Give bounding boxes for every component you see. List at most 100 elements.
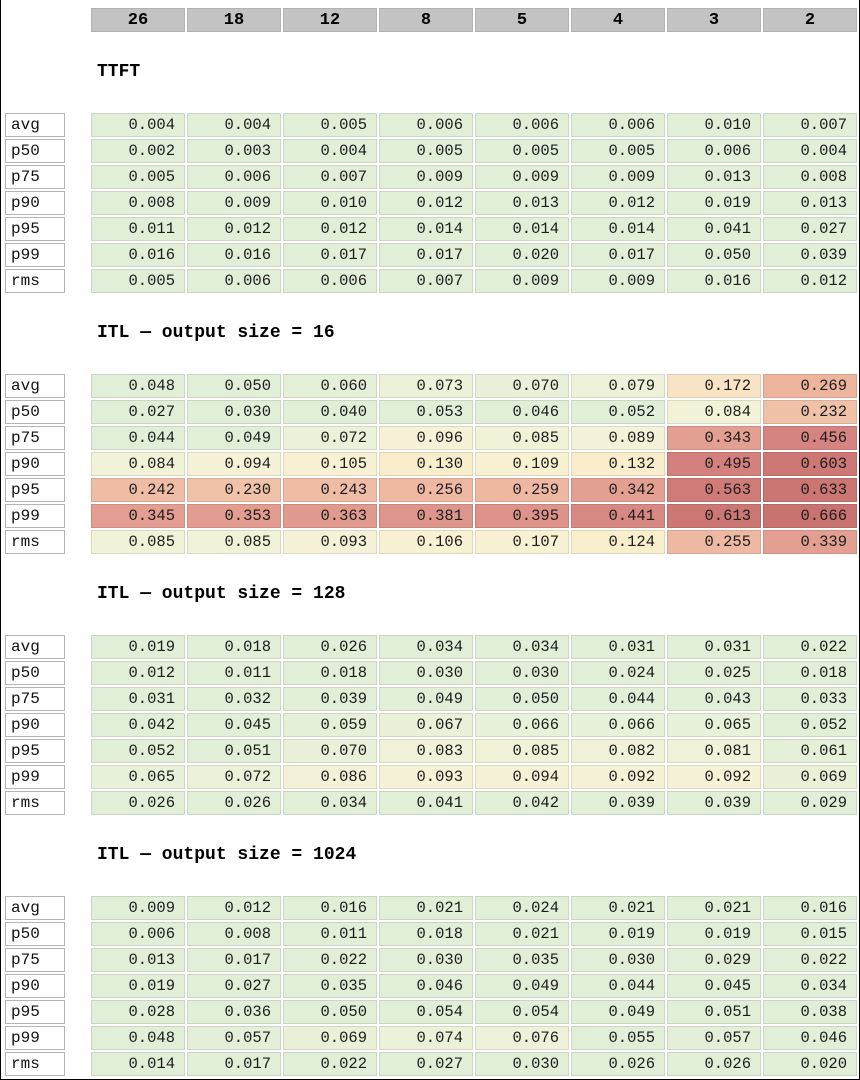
- heat-cell-p75-col3: 0.343: [667, 426, 761, 450]
- row-label-p50: p50: [5, 661, 65, 685]
- heat-cell-p90-col12: 0.035: [283, 974, 377, 998]
- heat-cell-rms-col4: 0.039: [571, 791, 665, 815]
- heat-cell-avg-col18: 0.018: [187, 635, 281, 659]
- header-label-spacer: [5, 8, 65, 32]
- heat-cell-p50-col4: 0.005: [571, 139, 665, 163]
- heat-cell-p50-col5: 0.021: [475, 922, 569, 946]
- heat-cell-p50-col12: 0.004: [283, 139, 377, 163]
- heat-cell-p90-col8: 0.012: [379, 191, 473, 215]
- column-header-5: 5: [475, 8, 569, 32]
- heat-cell-p90-col5: 0.049: [475, 974, 569, 998]
- row-gap-spacer: [67, 1052, 89, 1076]
- heat-cell-p75-col2: 0.022: [763, 948, 857, 972]
- heat-cell-p99-col18: 0.016: [187, 243, 281, 267]
- heat-cell-p50-col18: 0.011: [187, 661, 281, 685]
- row-label-p95: p95: [5, 478, 65, 502]
- table-title-0: TTFT: [97, 62, 141, 82]
- row-label-p75: p75: [5, 948, 65, 972]
- heat-cell-avg-col18: 0.004: [187, 113, 281, 137]
- heat-cell-p95-col2: 0.027: [763, 217, 857, 241]
- row-gap-spacer: [67, 765, 89, 789]
- heat-cell-avg-col3: 0.010: [667, 113, 761, 137]
- heat-cell-p99-col26: 0.016: [91, 243, 185, 267]
- row-gap-spacer: [67, 374, 89, 398]
- row-label-p95: p95: [5, 1000, 65, 1024]
- heat-cell-avg-col3: 0.172: [667, 374, 761, 398]
- heat-cell-p90-col26: 0.042: [91, 713, 185, 737]
- heat-cell-avg-col2: 0.269: [763, 374, 857, 398]
- heat-cell-avg-col12: 0.005: [283, 113, 377, 137]
- column-header-18: 18: [187, 8, 281, 32]
- heat-cell-p95-col3: 0.081: [667, 739, 761, 763]
- heat-cell-avg-col26: 0.019: [91, 635, 185, 659]
- heat-cell-rms-col4: 0.009: [571, 269, 665, 293]
- heat-cell-rms-col5: 0.009: [475, 269, 569, 293]
- row-label-rms: rms: [5, 1052, 65, 1076]
- heat-cell-rms-col18: 0.006: [187, 269, 281, 293]
- heat-cell-p75-col4: 0.030: [571, 948, 665, 972]
- heatmap-grid-0: avg 0.004 0.004 0.005 0.006 0.006 0.006 0.010 0.…: [5, 113, 857, 293]
- column-header-26: 26: [91, 8, 185, 32]
- heat-cell-p90-col18: 0.094: [187, 452, 281, 476]
- heat-cell-p90-col18: 0.045: [187, 713, 281, 737]
- heat-cell-p50-col5: 0.046: [475, 400, 569, 424]
- row-gap-spacer: [67, 922, 89, 946]
- row-gap-spacer: [67, 452, 89, 476]
- heat-cell-p50-col4: 0.052: [571, 400, 665, 424]
- heat-cell-p75-col2: 0.456: [763, 426, 857, 450]
- heat-cell-p95-col26: 0.052: [91, 739, 185, 763]
- heat-cell-p99-col5: 0.395: [475, 504, 569, 528]
- row-gap-spacer: [67, 1000, 89, 1024]
- heat-cell-p50-col3: 0.006: [667, 139, 761, 163]
- heat-cell-avg-col26: 0.009: [91, 896, 185, 920]
- heat-cell-p99-col8: 0.093: [379, 765, 473, 789]
- heat-cell-avg-col4: 0.031: [571, 635, 665, 659]
- heat-cell-p95-col2: 0.038: [763, 1000, 857, 1024]
- heat-cell-rms-col3: 0.255: [667, 530, 761, 554]
- heat-cell-p90-col3: 0.045: [667, 974, 761, 998]
- row-label-avg: avg: [5, 896, 65, 920]
- row-gap-spacer: [67, 661, 89, 685]
- heat-cell-rms-col2: 0.029: [763, 791, 857, 815]
- heat-cell-p75-col12: 0.039: [283, 687, 377, 711]
- row-gap-spacer: [67, 948, 89, 972]
- table-title-1: ITL — output size = 16: [97, 323, 335, 343]
- heat-cell-rms-col4: 0.026: [571, 1052, 665, 1076]
- column-header-row: 26 18 12 8 5 4 3 2: [5, 8, 857, 32]
- heat-cell-p90-col8: 0.046: [379, 974, 473, 998]
- heat-cell-rms-col8: 0.027: [379, 1052, 473, 1076]
- table-section-2: ITL — output size = 128 avg 0.019 0.018 0.02…: [5, 583, 857, 815]
- row-gap-spacer: [67, 243, 89, 267]
- heat-cell-p50-col5: 0.005: [475, 139, 569, 163]
- heat-cell-p50-col8: 0.005: [379, 139, 473, 163]
- heat-cell-rms-col26: 0.014: [91, 1052, 185, 1076]
- heat-cell-p75-col12: 0.022: [283, 948, 377, 972]
- heat-cell-p75-col5: 0.009: [475, 165, 569, 189]
- heat-cell-p75-col26: 0.005: [91, 165, 185, 189]
- heat-cell-p75-col4: 0.044: [571, 687, 665, 711]
- row-label-p50: p50: [5, 139, 65, 163]
- heat-cell-rms-col18: 0.017: [187, 1052, 281, 1076]
- heatmap-tables: TTFT avg 0.004 0.004 0.005 0.006 0.006 0.006 0.0…: [5, 61, 857, 1076]
- heat-cell-p50-col3: 0.025: [667, 661, 761, 685]
- heat-cell-rms-col4: 0.124: [571, 530, 665, 554]
- heat-cell-p95-col18: 0.230: [187, 478, 281, 502]
- row-label-p75: p75: [5, 165, 65, 189]
- heat-cell-avg-col4: 0.079: [571, 374, 665, 398]
- heat-cell-avg-col26: 0.004: [91, 113, 185, 137]
- heat-cell-p99-col8: 0.381: [379, 504, 473, 528]
- heat-cell-p90-col2: 0.603: [763, 452, 857, 476]
- heat-cell-p50-col26: 0.027: [91, 400, 185, 424]
- heat-cell-p50-col12: 0.018: [283, 661, 377, 685]
- row-gap-spacer: [67, 113, 89, 137]
- heat-cell-p95-col18: 0.012: [187, 217, 281, 241]
- heat-cell-p50-col3: 0.019: [667, 922, 761, 946]
- heat-cell-p75-col3: 0.043: [667, 687, 761, 711]
- heat-cell-avg-col5: 0.006: [475, 113, 569, 137]
- heat-cell-avg-col8: 0.006: [379, 113, 473, 137]
- heat-cell-p99-col18: 0.353: [187, 504, 281, 528]
- heat-cell-p95-col8: 0.256: [379, 478, 473, 502]
- heat-cell-p75-col5: 0.050: [475, 687, 569, 711]
- heat-cell-rms-col5: 0.107: [475, 530, 569, 554]
- row-label-avg: avg: [5, 113, 65, 137]
